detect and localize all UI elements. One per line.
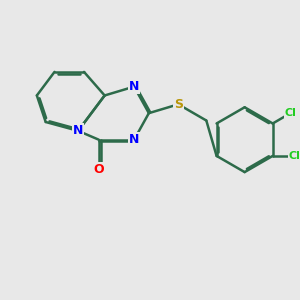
Text: O: O xyxy=(93,163,104,176)
Text: N: N xyxy=(73,124,83,137)
Text: Cl: Cl xyxy=(289,151,300,161)
Text: Cl: Cl xyxy=(284,108,296,118)
Text: N: N xyxy=(129,133,139,146)
Text: S: S xyxy=(174,98,183,111)
Text: N: N xyxy=(129,80,139,93)
